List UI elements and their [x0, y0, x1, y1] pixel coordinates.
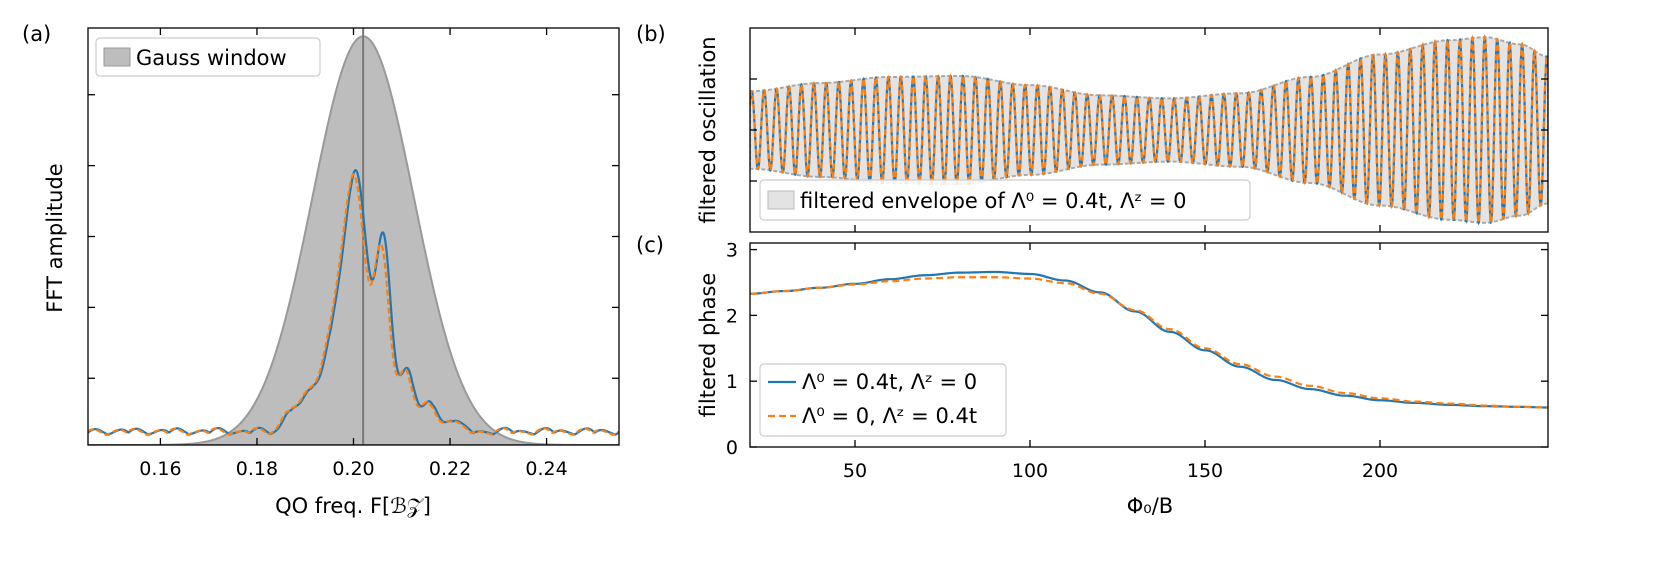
panel-b-ticks — [750, 28, 1548, 232]
legend-c-label-1: Λ⁰ = 0.4t, Λᶻ = 0 — [802, 370, 977, 394]
panel-c-xlabel: Φ₀/B — [1127, 494, 1173, 518]
panel-c-ticks: 50 100 150 200 0 1 2 3 — [726, 240, 1548, 482]
panel-b: filtered envelope of Λ⁰ = 0.4t, Λᶻ = 0 f… — [696, 27, 1549, 233]
a-xtick-label: 0.16 — [139, 458, 181, 480]
panel-label-b: (b) — [636, 22, 666, 46]
a-xtick-label: 0.20 — [332, 458, 374, 480]
c-ytick-label: 2 — [726, 305, 738, 327]
legend-a-swatch — [103, 47, 131, 67]
c-xtick-label: 150 — [1187, 460, 1223, 482]
legend-b-swatch — [767, 190, 795, 210]
a-xtick-label: 0.18 — [236, 458, 278, 480]
c-ytick-label: 3 — [726, 240, 738, 262]
legend-a: Gauss window — [95, 37, 321, 77]
legend-b-label: filtered envelope of Λ⁰ = 0.4t, Λᶻ = 0 — [800, 189, 1187, 213]
panel-label-a: (a) — [22, 22, 51, 46]
panel-a-frame — [87, 27, 620, 446]
legend-c-box — [759, 363, 1007, 437]
phase-series-lambdaz — [750, 276, 1548, 409]
gauss-window-area — [88, 35, 619, 445]
fft-series-lambdaz — [88, 173, 619, 437]
oscillation-series-lambdaz — [750, 34, 1548, 226]
c-xtick-label: 200 — [1362, 460, 1398, 482]
panel-a-xlabel: QO freq. F[ℬ𝒵] — [275, 494, 431, 518]
legend-b-box — [759, 179, 1251, 221]
panel-b-ylabel: filtered oscillation — [696, 36, 720, 223]
panel-a-ylabel: FFT amplitude — [43, 163, 67, 312]
legend-c-label-2: Λ⁰ = 0, Λᶻ = 0.4t — [802, 404, 977, 428]
c-xtick-label: 100 — [1012, 460, 1048, 482]
legend-a-label: Gauss window — [136, 46, 287, 70]
a-xtick-label: 0.24 — [525, 458, 567, 480]
panel-b-frame — [749, 27, 1549, 233]
legend-c: Λ⁰ = 0.4t, Λᶻ = 0 Λ⁰ = 0, Λᶻ = 0.4t — [759, 363, 1007, 437]
panel-a: 0.16 0.18 0.20 0.22 0.24 Gauss window QO fre… — [43, 27, 620, 518]
c-ytick-label: 0 — [726, 437, 738, 459]
panel-a-ticks: 0.16 0.18 0.20 0.22 0.24 — [88, 28, 619, 480]
c-ytick-label: 1 — [726, 371, 738, 393]
panel-c-frame — [749, 242, 1549, 448]
panel-label-c: (c) — [636, 233, 664, 257]
legend-a-box — [95, 37, 321, 77]
panel-c: 50 100 150 200 0 1 2 3 Λ⁰ = 0.4t, Λᶻ = 0 Λ⁰ = 0… — [696, 240, 1549, 518]
a-xtick-label: 0.22 — [429, 458, 471, 480]
panel-c-ylabel: filtered phase — [696, 273, 720, 418]
legend-b: filtered envelope of Λ⁰ = 0.4t, Λᶻ = 0 — [759, 179, 1251, 221]
phase-series-lambda0 — [750, 270, 1548, 409]
c-xtick-label: 50 — [843, 460, 867, 482]
